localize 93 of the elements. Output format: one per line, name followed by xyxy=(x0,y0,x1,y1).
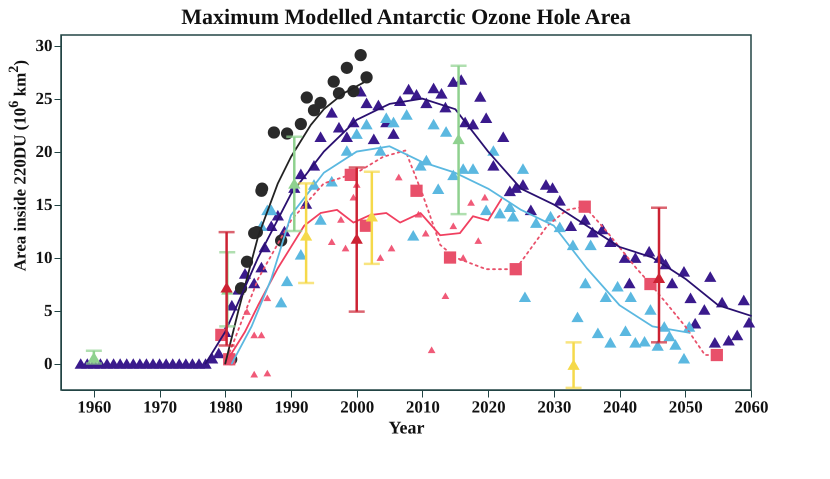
point xyxy=(480,194,488,200)
point xyxy=(628,337,642,348)
point xyxy=(480,204,492,216)
point xyxy=(474,237,482,244)
point xyxy=(400,109,412,120)
point xyxy=(350,128,362,139)
point xyxy=(427,118,440,130)
point xyxy=(530,217,542,228)
point xyxy=(327,76,340,88)
point xyxy=(571,312,584,322)
point xyxy=(599,291,612,302)
y-tick-label: 5 xyxy=(44,301,52,320)
point xyxy=(314,96,326,109)
point xyxy=(452,134,464,144)
x-tick-label: 1960 xyxy=(77,398,112,416)
point xyxy=(578,200,591,213)
point xyxy=(578,278,592,288)
point xyxy=(336,216,344,223)
point xyxy=(360,71,372,84)
chart-title: Maximum Modelled Antarctic Ozone Hole Area xyxy=(180,4,630,29)
x-tick-label: 2000 xyxy=(340,398,374,416)
point xyxy=(518,291,531,302)
x-tick-label: 2030 xyxy=(537,398,572,416)
point xyxy=(274,296,287,308)
point xyxy=(509,263,522,276)
point xyxy=(300,91,313,104)
point xyxy=(328,238,336,245)
point xyxy=(387,244,396,252)
point xyxy=(503,201,516,212)
x-tick-label: 1980 xyxy=(208,398,242,416)
point xyxy=(678,352,690,364)
x-tick-label: 2040 xyxy=(602,398,637,416)
point xyxy=(466,199,475,206)
point xyxy=(387,116,400,128)
x-tick-label: 1970 xyxy=(142,398,177,416)
point xyxy=(294,118,307,130)
point xyxy=(350,233,362,244)
point xyxy=(410,184,422,197)
point xyxy=(257,332,265,338)
x-tick-label: 2020 xyxy=(471,398,506,416)
y-tick-label: 30 xyxy=(35,36,52,56)
point xyxy=(314,214,326,225)
point xyxy=(308,104,320,116)
point xyxy=(494,208,506,218)
point xyxy=(250,370,258,378)
point xyxy=(449,222,457,230)
point xyxy=(376,254,384,261)
point xyxy=(340,62,353,74)
y-tick-label: 15 xyxy=(35,195,52,214)
point xyxy=(591,327,604,338)
point xyxy=(250,332,258,338)
point xyxy=(651,340,664,351)
point xyxy=(506,210,519,222)
point xyxy=(263,294,271,302)
point xyxy=(380,112,392,123)
point xyxy=(644,304,656,315)
x-tick-label: 2060 xyxy=(734,398,768,416)
point xyxy=(280,276,293,286)
point xyxy=(668,339,682,350)
point xyxy=(466,163,479,174)
y-tick-label: 10 xyxy=(35,248,52,268)
line-series xyxy=(224,198,502,364)
point xyxy=(611,280,624,292)
point xyxy=(360,118,372,130)
point xyxy=(354,49,366,62)
point xyxy=(341,244,350,252)
point xyxy=(427,346,436,354)
x-tick-label: 2010 xyxy=(406,398,440,416)
x-tick-label: 2050 xyxy=(668,398,702,416)
point xyxy=(441,292,449,300)
x-tick-label: 1990 xyxy=(274,398,308,416)
point xyxy=(584,240,596,250)
point xyxy=(619,325,632,336)
point xyxy=(394,174,402,180)
y-tick-label: 0 xyxy=(44,354,52,374)
point xyxy=(710,348,723,362)
point xyxy=(267,126,280,139)
y-tick-label: 20 xyxy=(35,142,52,162)
point xyxy=(263,370,271,376)
point xyxy=(663,330,676,342)
point xyxy=(624,291,637,302)
point xyxy=(544,210,556,222)
point xyxy=(432,183,444,194)
point xyxy=(374,145,386,156)
y-tick-label: 25 xyxy=(35,89,52,108)
x-axis-title: Year xyxy=(388,418,424,438)
point xyxy=(440,126,452,137)
point xyxy=(516,163,529,174)
point xyxy=(422,230,430,237)
point xyxy=(604,337,616,348)
point xyxy=(340,145,353,156)
point xyxy=(406,230,420,241)
point xyxy=(638,336,650,347)
